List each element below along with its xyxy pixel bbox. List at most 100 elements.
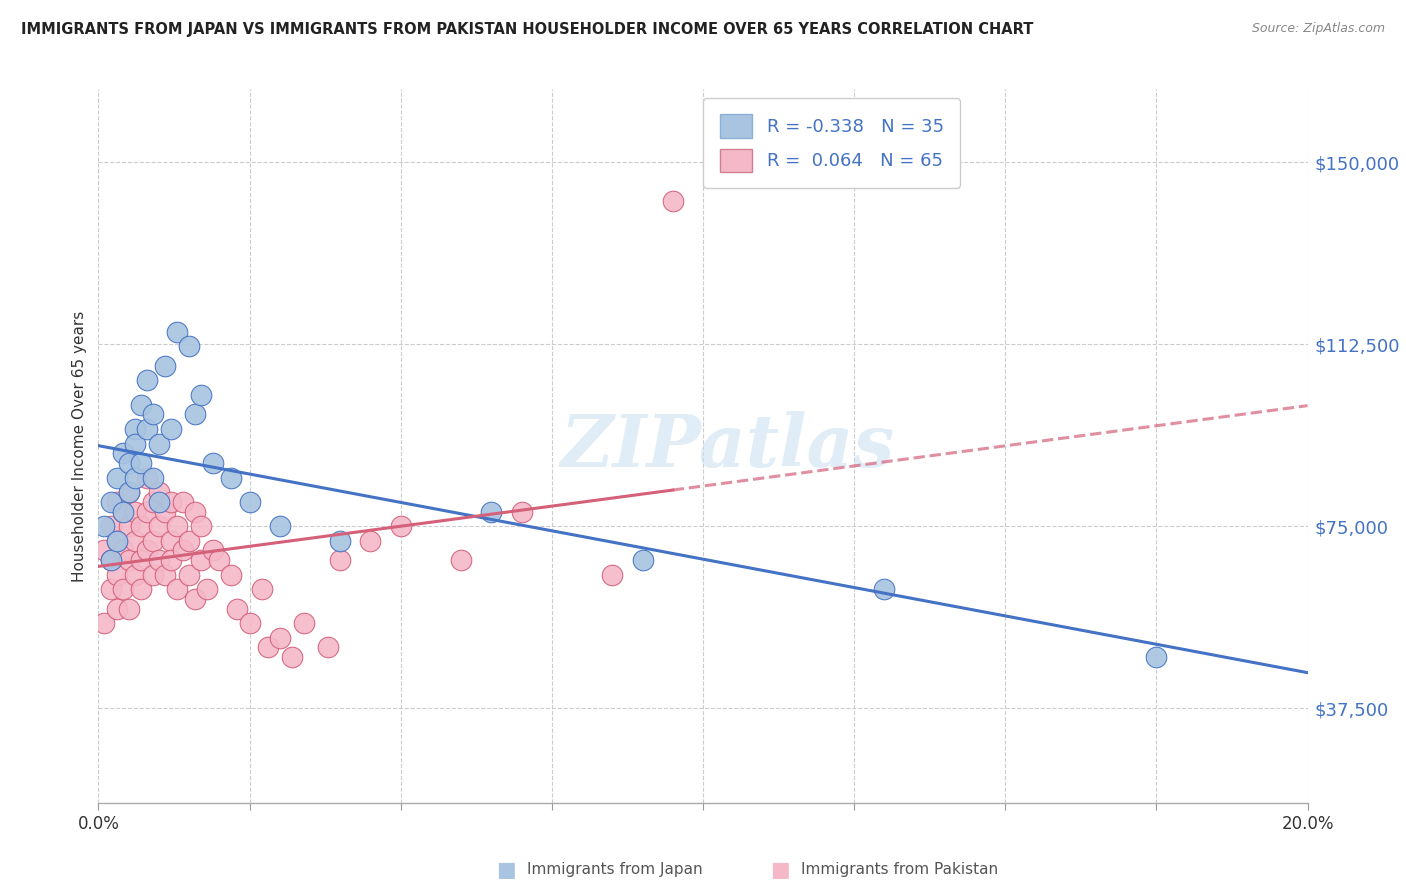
Point xyxy=(389,519,412,533)
Point xyxy=(111,504,134,518)
Point xyxy=(239,616,262,631)
Point xyxy=(602,567,624,582)
Point xyxy=(124,436,146,450)
Point xyxy=(148,485,170,500)
Point xyxy=(360,533,382,548)
Point xyxy=(124,533,146,548)
Point xyxy=(142,408,165,422)
Point xyxy=(184,591,207,606)
Point xyxy=(148,495,170,509)
Point xyxy=(100,519,122,533)
Text: ■: ■ xyxy=(770,860,790,880)
Point xyxy=(256,640,278,655)
Point xyxy=(239,495,262,509)
Point xyxy=(292,616,315,631)
Point xyxy=(153,504,176,518)
Point xyxy=(124,504,146,518)
Point xyxy=(153,359,176,373)
Point xyxy=(111,543,134,558)
Point xyxy=(124,470,146,484)
Point xyxy=(510,504,533,518)
Point xyxy=(142,533,165,548)
Point xyxy=(226,601,249,615)
Point xyxy=(148,553,170,567)
Point xyxy=(148,519,170,533)
Point xyxy=(135,504,157,518)
Point xyxy=(142,495,165,509)
Point xyxy=(124,567,146,582)
Point xyxy=(166,325,188,339)
Point xyxy=(105,533,128,548)
Point xyxy=(135,470,157,484)
Point xyxy=(129,582,152,597)
Point xyxy=(281,650,304,665)
Point xyxy=(221,567,243,582)
Point xyxy=(111,582,134,597)
Text: Source: ZipAtlas.com: Source: ZipAtlas.com xyxy=(1251,22,1385,36)
Point xyxy=(1144,650,1167,665)
Point xyxy=(111,504,134,518)
Point xyxy=(202,543,225,558)
Text: IMMIGRANTS FROM JAPAN VS IMMIGRANTS FROM PAKISTAN HOUSEHOLDER INCOME OVER 65 YEA: IMMIGRANTS FROM JAPAN VS IMMIGRANTS FROM… xyxy=(21,22,1033,37)
Point xyxy=(160,533,183,548)
Point xyxy=(105,470,128,484)
Point xyxy=(118,456,141,470)
Text: Immigrants from Japan: Immigrants from Japan xyxy=(527,863,703,877)
Point xyxy=(179,339,201,353)
Point xyxy=(118,485,141,500)
Point xyxy=(190,519,212,533)
Point xyxy=(250,582,273,597)
Point xyxy=(166,582,188,597)
Point xyxy=(142,470,165,484)
Text: ■: ■ xyxy=(496,860,516,880)
Point xyxy=(129,398,152,412)
Point xyxy=(221,470,243,484)
Y-axis label: Householder Income Over 65 years: Householder Income Over 65 years xyxy=(72,310,87,582)
Point xyxy=(93,616,115,631)
Point xyxy=(93,543,115,558)
Text: Immigrants from Pakistan: Immigrants from Pakistan xyxy=(801,863,998,877)
Point xyxy=(142,567,165,582)
Point xyxy=(129,553,152,567)
Point xyxy=(208,553,231,567)
Point xyxy=(160,553,183,567)
Point xyxy=(129,519,152,533)
Point xyxy=(873,582,896,597)
Point xyxy=(329,553,352,567)
Text: ZIPatlas: ZIPatlas xyxy=(560,410,894,482)
Point xyxy=(631,553,654,567)
Point xyxy=(179,567,201,582)
Point xyxy=(166,519,188,533)
Point xyxy=(662,194,685,208)
Point xyxy=(93,519,115,533)
Point xyxy=(172,495,194,509)
Point xyxy=(129,456,152,470)
Point xyxy=(100,582,122,597)
Point xyxy=(100,553,122,567)
Point xyxy=(105,601,128,615)
Point xyxy=(105,495,128,509)
Point xyxy=(179,533,201,548)
Point xyxy=(135,543,157,558)
Point xyxy=(124,422,146,436)
Point xyxy=(105,567,128,582)
Point xyxy=(135,422,157,436)
Point xyxy=(153,567,176,582)
Legend: R = -0.338   N = 35, R =  0.064   N = 65: R = -0.338 N = 35, R = 0.064 N = 65 xyxy=(703,98,960,188)
Point xyxy=(160,422,183,436)
Point xyxy=(172,543,194,558)
Point xyxy=(190,553,212,567)
Point xyxy=(316,640,339,655)
Point xyxy=(269,519,291,533)
Point xyxy=(269,631,291,645)
Point xyxy=(118,485,141,500)
Point xyxy=(195,582,218,597)
Point xyxy=(118,601,141,615)
Point xyxy=(111,446,134,460)
Point xyxy=(135,374,157,388)
Point xyxy=(148,436,170,450)
Point xyxy=(100,553,122,567)
Point xyxy=(184,504,207,518)
Point xyxy=(160,495,183,509)
Point xyxy=(118,553,141,567)
